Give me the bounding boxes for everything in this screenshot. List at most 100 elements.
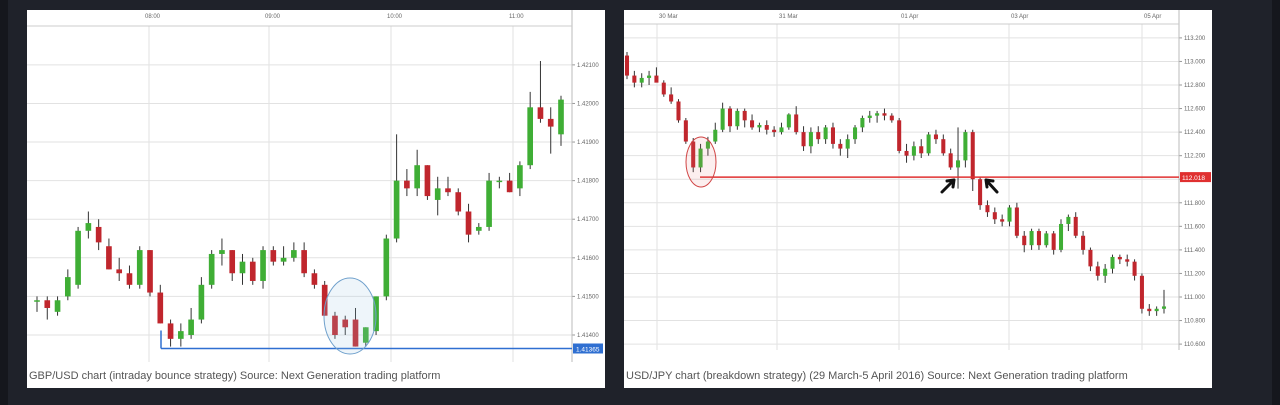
y-tick-label: 111.000: [1184, 295, 1205, 301]
bearish-candle: [750, 120, 755, 128]
bearish-candle: [424, 165, 431, 197]
x-tick-label: 01 Apr: [901, 14, 918, 20]
candles: [624, 52, 1167, 316]
bullish-candle: [1161, 306, 1167, 309]
bearish-candle: [301, 250, 307, 274]
grid: 1.42100 1.42000 1.41900 1.41800 1.41700 1.416…: [27, 10, 599, 362]
bearish-candle: [1147, 308, 1152, 312]
bearish-candle: [727, 108, 733, 127]
y-tick-label: 112.200: [1184, 154, 1206, 160]
bullish-candle: [475, 226, 482, 231]
bearish-candle: [332, 315, 338, 335]
bearish-candle: [948, 153, 953, 168]
y-tick-label: 113.200: [1184, 36, 1206, 42]
bullish-candle: [208, 253, 215, 285]
bullish-candle: [786, 114, 791, 128]
bearish-candle: [506, 180, 513, 193]
bullish-candle: [1029, 231, 1034, 246]
bearish-candle: [445, 188, 451, 193]
bullish-candle: [639, 77, 644, 83]
x-tick-label: 11:00: [509, 14, 524, 20]
bullish-candle: [875, 113, 880, 116]
y-tick-label: 111.200: [1184, 271, 1205, 277]
y-tick-label: 111.800: [1184, 201, 1205, 207]
x-tick-label: 31 Mar: [779, 14, 798, 20]
bearish-candle: [897, 120, 902, 151]
bearish-candle: [1088, 249, 1093, 267]
gbpusd-chart-panel: 1.42100 1.42000 1.41900 1.41800 1.41700 1.416…: [27, 10, 605, 388]
breakout-price-label: 112.018: [1182, 175, 1205, 182]
bearish-candle: [933, 134, 938, 140]
support-price-label: 1.41365: [576, 346, 600, 353]
bullish-candle: [1110, 256, 1115, 269]
bullish-candle: [698, 148, 703, 168]
bearish-candle: [547, 118, 554, 127]
bearish-candle: [816, 132, 821, 140]
y-tick-label: 1.41800: [577, 179, 599, 185]
x-tick-label: 30 Mar: [659, 14, 678, 20]
bearish-candle: [455, 192, 462, 212]
bearish-candle: [830, 127, 835, 144]
bearish-candle: [249, 261, 256, 281]
y-tick-label: 111.400: [1184, 248, 1205, 254]
bearish-candle: [772, 129, 777, 133]
bullish-candle: [34, 300, 40, 302]
bullish-candle: [414, 165, 420, 189]
bullish-candle: [136, 250, 143, 285]
bearish-candle: [669, 94, 674, 102]
bearish-candle: [676, 101, 681, 121]
y-tick-label: 110.600: [1184, 342, 1206, 348]
bearish-candle: [882, 113, 887, 116]
bullish-candle: [845, 139, 850, 149]
bearish-candle: [978, 179, 983, 206]
x-tick-label: 03 Apr: [1011, 14, 1028, 20]
y-tick-label: 113.000: [1184, 59, 1206, 65]
bearish-candle: [1051, 233, 1056, 250]
y-tick-label: 1.42100: [577, 63, 599, 69]
bearish-candle: [321, 284, 328, 316]
bearish-candle: [904, 150, 909, 156]
bullish-candle: [188, 319, 194, 335]
bearish-candle: [1117, 256, 1122, 260]
bullish-candle: [808, 132, 813, 147]
y-tick-label: 1.41700: [577, 217, 599, 223]
gbpusd-caption: GBP/USD chart (intraday bounce strategy)…: [29, 370, 441, 382]
bullish-candle: [362, 327, 369, 343]
bearish-candle: [1132, 261, 1137, 276]
bullish-candle: [853, 127, 858, 140]
bullish-candle: [75, 230, 81, 285]
bullish-candle: [647, 75, 652, 78]
bearish-candle: [764, 125, 769, 130]
bullish-candle: [867, 115, 872, 118]
bearish-candle: [229, 250, 236, 274]
bearish-candle: [157, 292, 164, 324]
y-tick-label: 112.400: [1184, 130, 1206, 136]
bullish-candle: [239, 261, 246, 274]
bearish-candle: [311, 273, 318, 285]
retest-highlight-circle: [685, 136, 717, 188]
bullish-candle: [558, 99, 564, 135]
bearish-candle: [167, 323, 174, 339]
y-tick-label: 1.41600: [577, 256, 599, 262]
usdjpy-chart: 113.200 113.000 112.800 112.600 112.400 112.2…: [624, 10, 1211, 350]
bullish-candle: [393, 180, 400, 239]
bullish-candle: [1154, 308, 1159, 312]
bearish-candle: [95, 226, 102, 243]
bearish-candle: [1014, 207, 1019, 236]
bullish-candle: [54, 300, 61, 312]
x-tick-label: 09:00: [265, 14, 281, 20]
bearish-candle: [44, 300, 51, 308]
y-tick-label: 1.41500: [577, 294, 599, 300]
bearish-candle: [147, 250, 153, 293]
usdjpy-caption: USD/JPY chart (breakdown strategy) (29 M…: [626, 370, 1128, 382]
bearish-candle: [1022, 235, 1027, 246]
bearish-candle: [1000, 219, 1005, 222]
bullish-candle: [1066, 216, 1071, 224]
bearish-candle: [919, 146, 924, 154]
bullish-candle: [383, 238, 390, 297]
bearish-candle: [683, 120, 688, 142]
bearish-candle: [126, 273, 133, 285]
support-price-tag: [573, 343, 603, 354]
bearish-candle: [941, 139, 946, 154]
